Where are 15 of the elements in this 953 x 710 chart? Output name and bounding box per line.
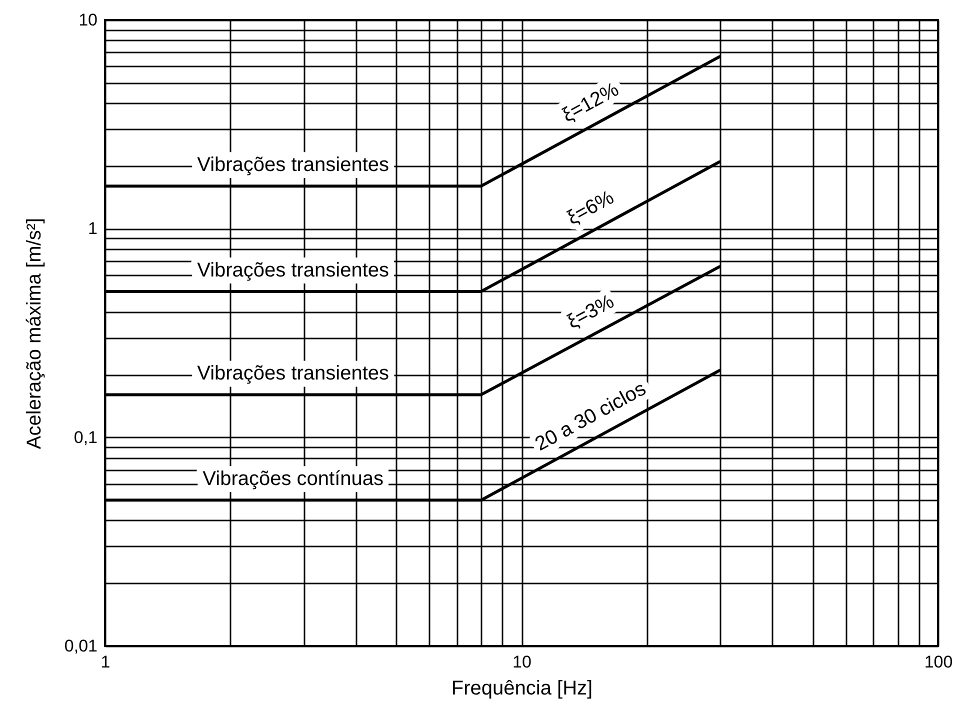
x-tick-label: 1 xyxy=(100,652,110,672)
annotation: Vibrações transientes xyxy=(197,362,390,385)
annotation: Vibrações transientes xyxy=(197,154,390,176)
y-tick-label: 10 xyxy=(78,10,98,30)
y-tick-label: 0,1 xyxy=(74,428,98,447)
x-axis-title: Frequência [Hz] xyxy=(451,678,593,700)
x-tick-label: 100 xyxy=(924,652,953,672)
annotation: ξ=6% xyxy=(564,186,618,230)
annotation: Vibrações contínuas xyxy=(202,468,384,490)
y-axis-title: Aceleração máxima [m/s²] xyxy=(23,218,46,450)
x-tick-label: 10 xyxy=(512,652,532,672)
annotation: Vibrações transientes xyxy=(197,259,390,282)
y-tick-label: 1 xyxy=(88,219,98,238)
annotation: ξ=3% xyxy=(564,290,618,334)
y-tick-label: 0,01 xyxy=(64,636,98,656)
